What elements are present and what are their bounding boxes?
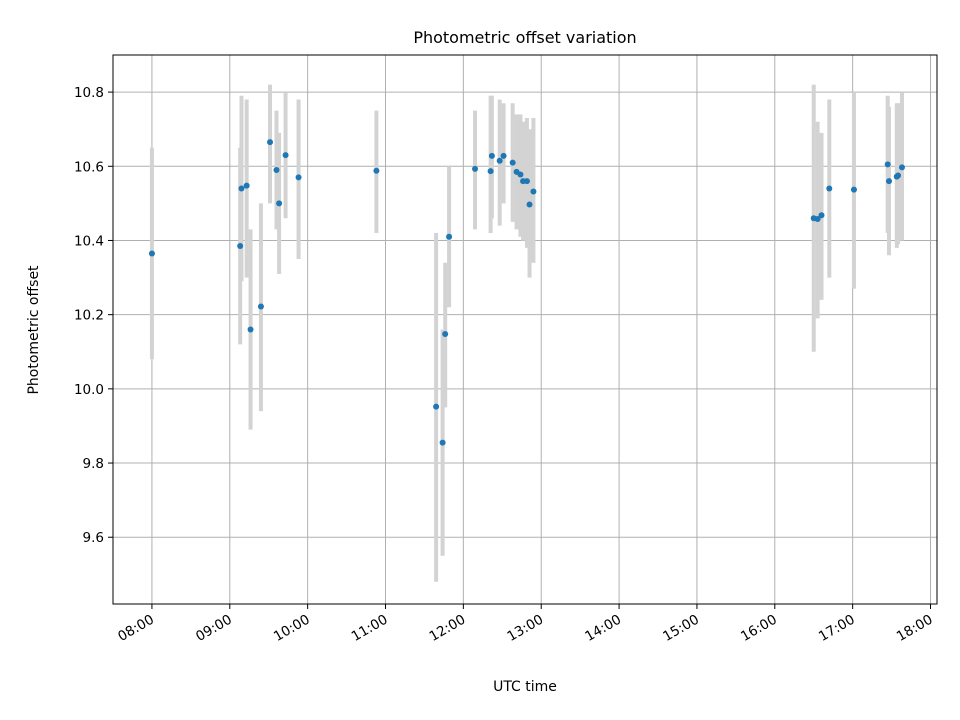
data-point	[898, 164, 905, 171]
y-axis-ticks: 9.6 9.8 10.0 10.2 10.4 10.6 10.8	[74, 85, 113, 546]
data-point	[850, 186, 857, 193]
data-point	[247, 326, 254, 333]
chart-title: Photometric offset variation	[413, 28, 636, 47]
data-point	[267, 139, 274, 146]
y-axis-label: Photometric offset	[26, 265, 42, 395]
data-point	[276, 200, 283, 207]
data-point	[523, 178, 530, 185]
data-point	[488, 152, 495, 159]
data-point	[237, 243, 244, 250]
y-tick-label: 10.8	[74, 85, 104, 101]
plot-frame	[112, 54, 938, 605]
data-point	[243, 182, 250, 189]
data-point	[884, 161, 891, 168]
y-tick-label: 10.0	[74, 382, 104, 398]
data-point	[148, 250, 155, 257]
data-point	[818, 212, 825, 219]
data-point	[257, 303, 264, 310]
data-point	[442, 330, 449, 337]
data-point	[885, 178, 892, 185]
data-point	[439, 439, 446, 446]
x-axis-label: UTC time	[493, 679, 557, 695]
data-point	[273, 166, 280, 173]
data-point	[282, 152, 289, 159]
data-point	[295, 174, 302, 181]
data-point	[814, 215, 821, 222]
data-point	[446, 233, 453, 240]
y-tick-label: 9.6	[83, 530, 104, 546]
data-point	[895, 172, 902, 179]
y-tick-label: 10.4	[74, 233, 104, 249]
data-point	[496, 157, 503, 164]
data-point	[509, 159, 516, 166]
data-point	[517, 171, 524, 178]
data-point	[433, 403, 440, 410]
y-tick-label: 9.8	[83, 456, 104, 472]
y-tick-label: 10.6	[74, 159, 104, 175]
data-point	[526, 201, 533, 208]
data-point	[472, 165, 479, 172]
data-point	[500, 152, 507, 159]
data-point	[530, 188, 537, 195]
data-point	[826, 185, 833, 192]
data-point	[373, 167, 380, 174]
data-point	[487, 168, 494, 175]
data-point	[238, 185, 245, 192]
y-tick-label: 10.2	[74, 308, 104, 324]
data-points	[148, 139, 905, 446]
